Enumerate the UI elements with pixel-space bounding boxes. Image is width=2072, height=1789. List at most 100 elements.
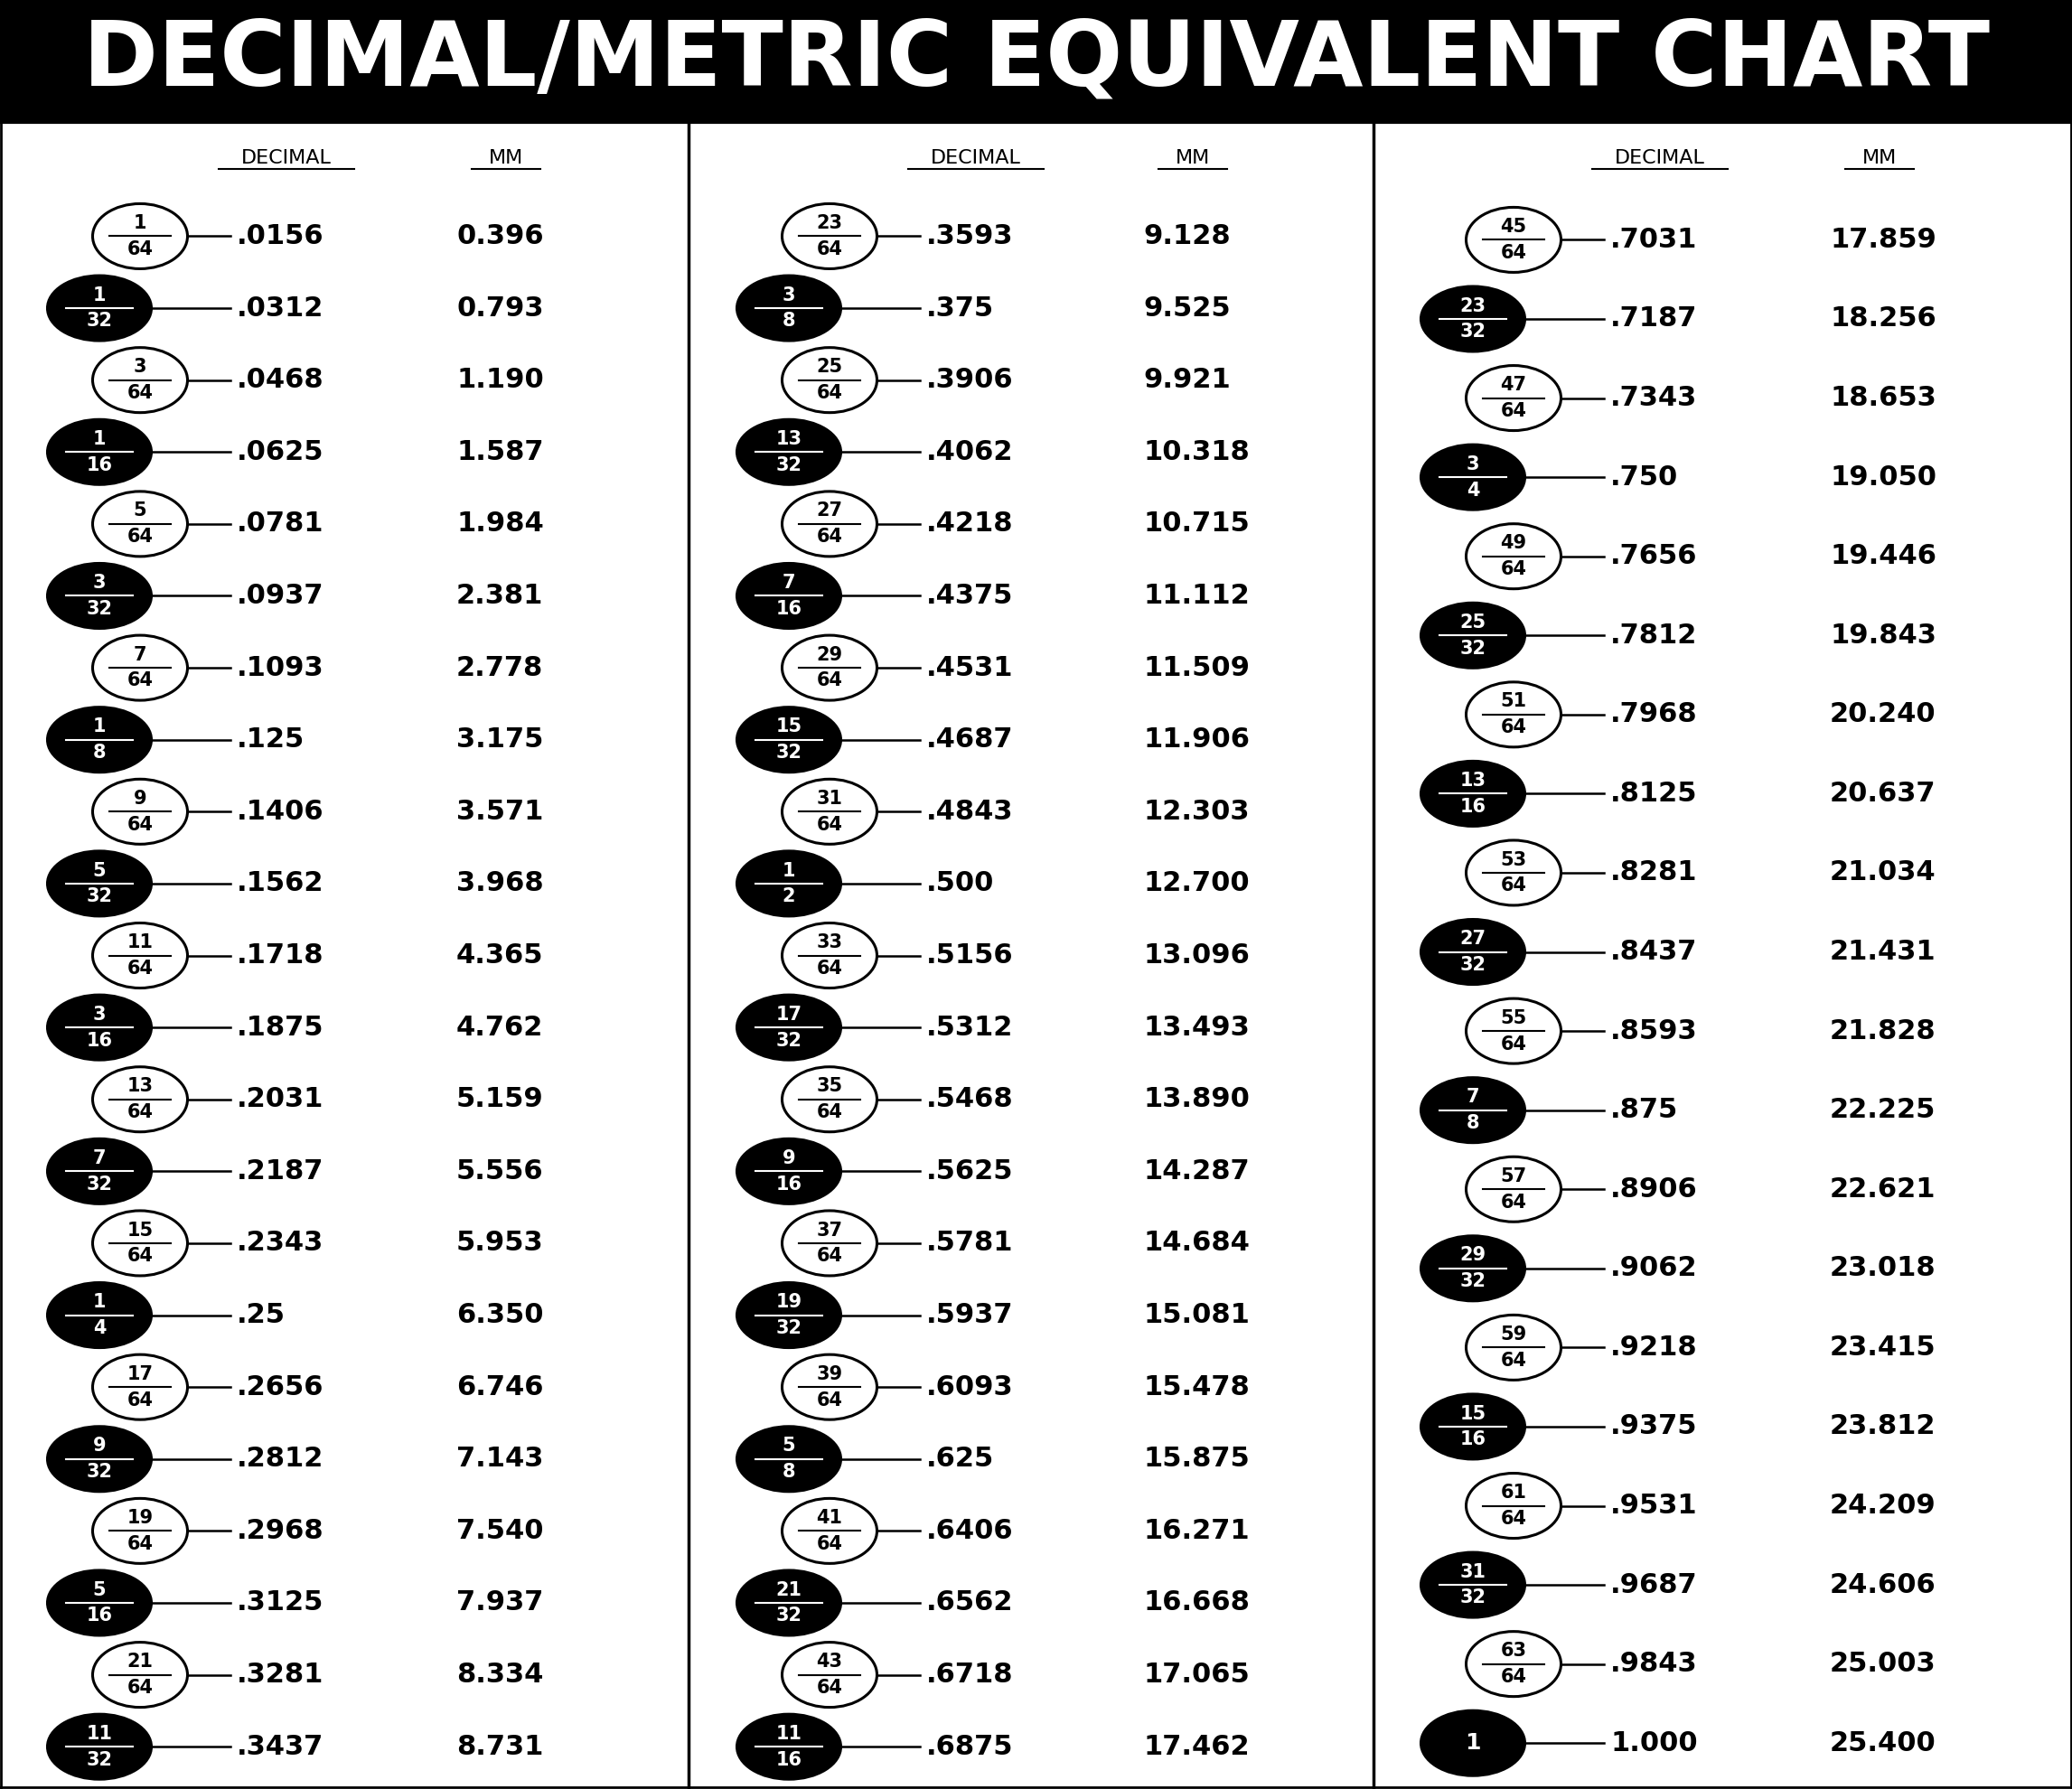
Text: .3593: .3593: [926, 224, 1013, 249]
Text: 27: 27: [816, 503, 843, 521]
Text: 13.096: 13.096: [1144, 943, 1249, 968]
Text: 21.828: 21.828: [1830, 1018, 1935, 1045]
Text: 11: 11: [126, 934, 153, 952]
Ellipse shape: [1467, 1632, 1560, 1696]
Text: 23.812: 23.812: [1830, 1413, 1935, 1440]
Ellipse shape: [781, 1642, 876, 1707]
Text: .750: .750: [1610, 463, 1678, 490]
Text: 8.334: 8.334: [456, 1662, 543, 1687]
Ellipse shape: [781, 1354, 876, 1420]
Text: 8: 8: [783, 1463, 796, 1481]
Text: .6406: .6406: [926, 1517, 1013, 1544]
Ellipse shape: [781, 1499, 876, 1564]
Ellipse shape: [738, 276, 841, 340]
Ellipse shape: [93, 1642, 186, 1707]
Text: .3125: .3125: [236, 1590, 323, 1615]
Text: .1562: .1562: [236, 871, 323, 896]
Text: 11: 11: [775, 1725, 802, 1742]
Text: 3.968: 3.968: [456, 871, 543, 896]
Text: 32: 32: [87, 311, 112, 331]
Text: .625: .625: [926, 1446, 995, 1472]
Text: 64: 64: [1500, 1510, 1527, 1528]
Text: 19: 19: [126, 1508, 153, 1528]
Text: 39: 39: [816, 1365, 843, 1383]
Text: .8437: .8437: [1610, 939, 1697, 964]
Ellipse shape: [1467, 1472, 1560, 1539]
Ellipse shape: [1421, 603, 1525, 667]
Ellipse shape: [93, 204, 186, 268]
Text: 13.890: 13.890: [1144, 1086, 1249, 1113]
Text: .6562: .6562: [926, 1590, 1013, 1615]
Text: 16: 16: [87, 1607, 112, 1624]
Text: 32: 32: [775, 744, 802, 762]
Text: 64: 64: [816, 528, 843, 546]
Ellipse shape: [48, 852, 151, 916]
Text: 11.906: 11.906: [1144, 726, 1249, 753]
Text: 12.303: 12.303: [1144, 798, 1249, 825]
Text: 16: 16: [1461, 798, 1486, 816]
Ellipse shape: [738, 1714, 841, 1780]
Ellipse shape: [93, 1066, 186, 1132]
Text: 4.762: 4.762: [456, 1014, 543, 1041]
Text: 16: 16: [87, 1032, 112, 1050]
Text: 4: 4: [1467, 481, 1479, 499]
Text: .1718: .1718: [236, 943, 323, 968]
Text: 32: 32: [1461, 1272, 1486, 1290]
Text: 41: 41: [816, 1508, 843, 1528]
Text: 1: 1: [93, 717, 106, 735]
Ellipse shape: [1421, 1236, 1525, 1301]
Text: 22.621: 22.621: [1830, 1175, 1935, 1202]
Text: .4843: .4843: [926, 798, 1013, 825]
Text: .3281: .3281: [236, 1662, 323, 1687]
Text: .2968: .2968: [236, 1517, 323, 1544]
Text: 4: 4: [93, 1318, 106, 1336]
Text: .7343: .7343: [1610, 385, 1697, 411]
Ellipse shape: [738, 707, 841, 773]
Text: 5: 5: [133, 503, 147, 521]
Text: .0468: .0468: [236, 367, 323, 394]
Text: 64: 64: [816, 816, 843, 834]
Ellipse shape: [738, 995, 841, 1059]
Text: 31: 31: [816, 789, 843, 807]
Text: 3.175: 3.175: [456, 726, 543, 753]
Text: .4375: .4375: [926, 583, 1013, 608]
Ellipse shape: [781, 780, 876, 844]
Text: 7.540: 7.540: [456, 1517, 543, 1544]
Ellipse shape: [1467, 365, 1560, 431]
Text: 15: 15: [126, 1222, 153, 1240]
Text: 64: 64: [1500, 719, 1527, 737]
Text: 14.684: 14.684: [1144, 1231, 1249, 1256]
Text: 16: 16: [775, 1175, 802, 1193]
Text: 47: 47: [1500, 376, 1527, 394]
Text: 32: 32: [775, 456, 802, 474]
Text: MM: MM: [1863, 148, 1896, 166]
Text: 49: 49: [1500, 535, 1527, 553]
Text: 22.225: 22.225: [1830, 1097, 1935, 1123]
Text: 64: 64: [126, 1678, 153, 1696]
Text: 64: 64: [1500, 1036, 1527, 1054]
Text: .1406: .1406: [236, 798, 323, 825]
Text: 1.000: 1.000: [1610, 1730, 1697, 1757]
Text: 4.365: 4.365: [456, 943, 543, 968]
Text: 16: 16: [1461, 1431, 1486, 1449]
Text: 17: 17: [126, 1365, 153, 1383]
Text: .5468: .5468: [926, 1086, 1013, 1113]
Text: 1: 1: [93, 429, 106, 447]
Ellipse shape: [1467, 682, 1560, 748]
Text: .6875: .6875: [926, 1734, 1013, 1760]
Ellipse shape: [93, 1354, 186, 1420]
Ellipse shape: [93, 780, 186, 844]
Text: 16: 16: [87, 456, 112, 474]
Ellipse shape: [1421, 286, 1525, 351]
Text: 29: 29: [1461, 1247, 1486, 1265]
Text: 64: 64: [126, 1535, 153, 1553]
Ellipse shape: [1421, 920, 1525, 984]
Text: 31: 31: [1461, 1564, 1486, 1581]
Text: 5: 5: [783, 1437, 796, 1454]
Text: 2: 2: [783, 887, 796, 905]
Text: .4218: .4218: [926, 512, 1013, 537]
Text: 32: 32: [87, 599, 112, 617]
Text: .4687: .4687: [926, 726, 1013, 753]
Text: 19.050: 19.050: [1830, 463, 1937, 490]
Ellipse shape: [48, 707, 151, 773]
